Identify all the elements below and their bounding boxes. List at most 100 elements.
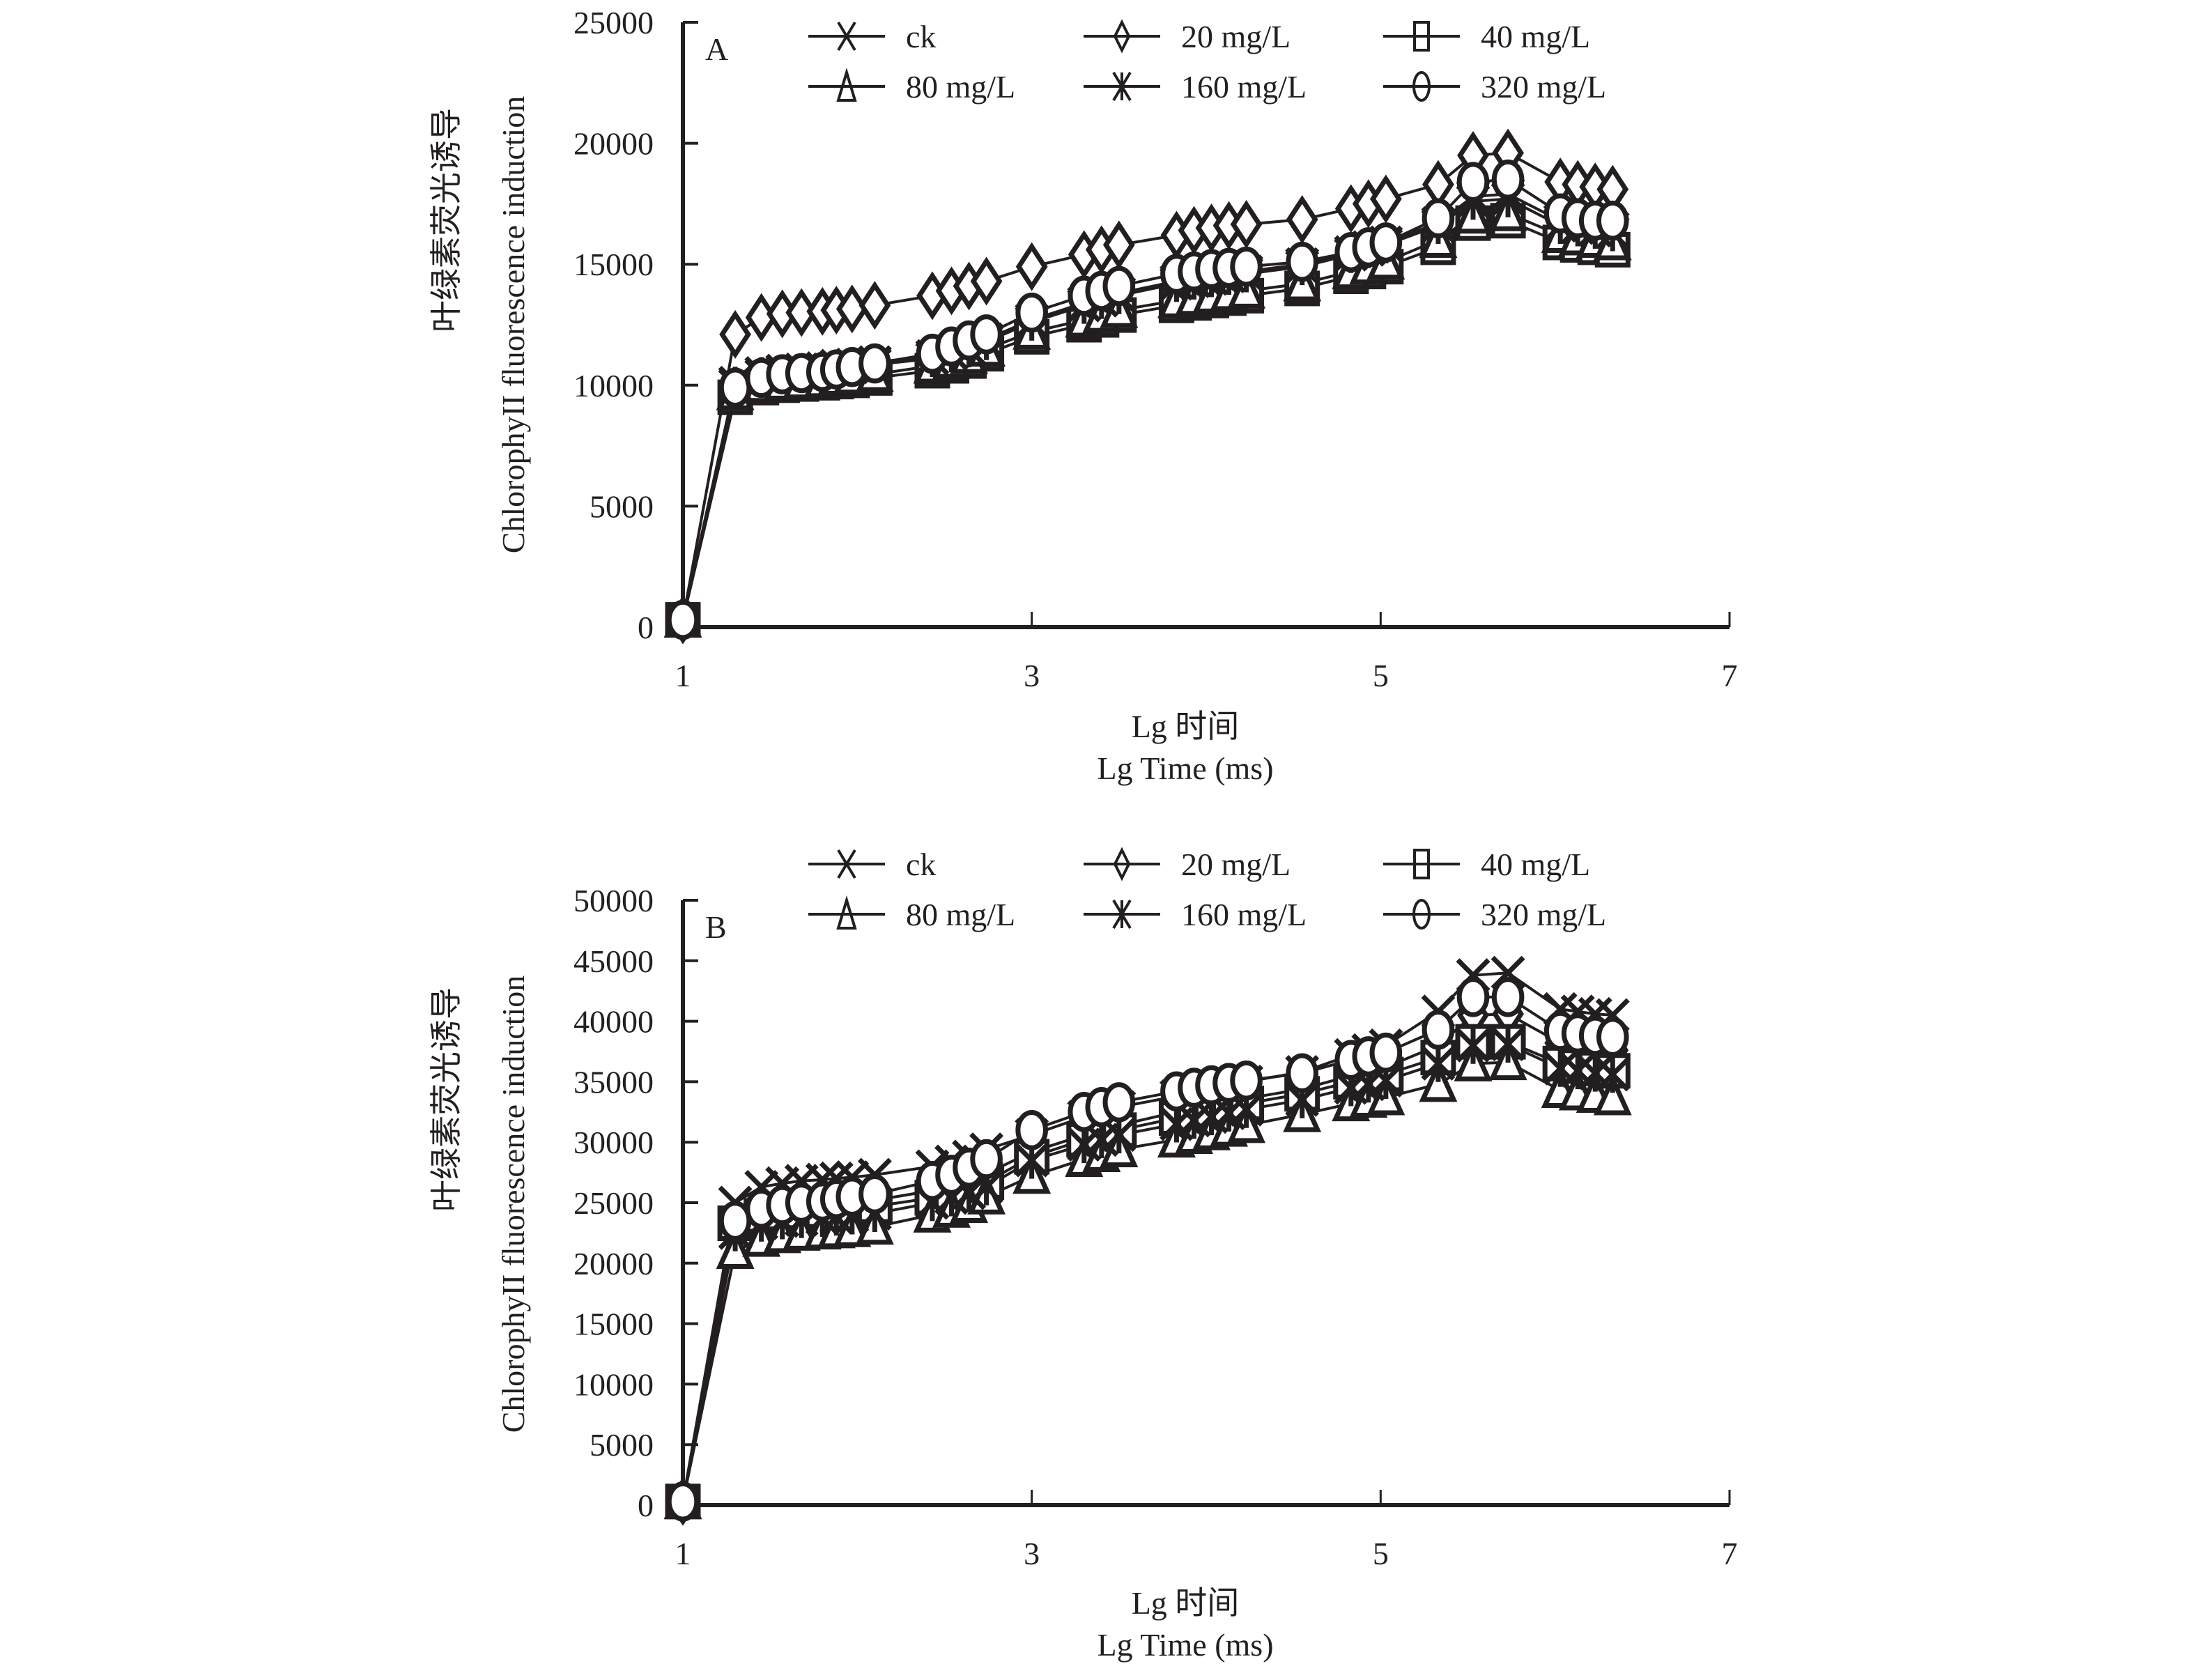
marker-shape bbox=[1491, 977, 1525, 1017]
legend-label: ck bbox=[906, 847, 936, 882]
legend-label: 80 mg/L bbox=[906, 69, 1015, 105]
legend-marker bbox=[1113, 19, 1131, 54]
data-point-circle bbox=[970, 1139, 1003, 1180]
marker-shape bbox=[1596, 1017, 1629, 1057]
legend-label: ck bbox=[906, 19, 936, 54]
data-point-circle bbox=[1456, 162, 1490, 202]
chart-panel-a: 0 5000 10000 15000 20000 25000 1 3 5 7 Lg 时间 Lg Tim… bbox=[429, 5, 1738, 786]
x-axis-title: Lg Time (ms) bbox=[1097, 750, 1273, 786]
marker-shape bbox=[1230, 1060, 1263, 1101]
data-point-circle bbox=[718, 367, 752, 408]
series-markers-triangle bbox=[663, 1038, 1632, 1520]
legend-label: 20 mg/L bbox=[1181, 847, 1291, 882]
marker-shape bbox=[1015, 1110, 1048, 1150]
x-tick-label: 1 bbox=[675, 658, 691, 693]
data-point-circle bbox=[858, 343, 891, 384]
marker-shape bbox=[1286, 1053, 1318, 1094]
panel-label: B bbox=[705, 909, 727, 945]
series-line-asterisk bbox=[681, 1042, 1613, 1502]
panel-label: A bbox=[705, 31, 728, 67]
marker-shape bbox=[1286, 194, 1318, 244]
data-point-circle bbox=[1456, 977, 1490, 1017]
x-axis-title: Lg Time (ms) bbox=[1097, 1627, 1273, 1663]
data-point-circle bbox=[1491, 977, 1525, 1017]
series-markers-x bbox=[665, 177, 1630, 638]
data-point-circle bbox=[1491, 159, 1525, 200]
marker-shape bbox=[1369, 1032, 1403, 1073]
marker-shape bbox=[1286, 241, 1318, 282]
x-axis-title-cn: Lg 时间 bbox=[1132, 1585, 1240, 1621]
data-point-diamond bbox=[1230, 199, 1263, 249]
marker-shape bbox=[1015, 292, 1048, 333]
y-tick-label: 0 bbox=[638, 610, 654, 645]
x-tick-label: 7 bbox=[1722, 658, 1738, 693]
legend-marker bbox=[1412, 71, 1431, 102]
legend-item: 20 mg/L bbox=[1084, 847, 1291, 882]
series-line-x bbox=[681, 192, 1613, 621]
x-axis-title-cn: Lg 时间 bbox=[1132, 709, 1240, 744]
marker-shape bbox=[666, 1481, 700, 1522]
marker-shape bbox=[1230, 246, 1263, 287]
legend-item: ck bbox=[808, 847, 936, 882]
marker-shape bbox=[1369, 222, 1403, 263]
y-tick-label: 45000 bbox=[573, 943, 654, 979]
marker-shape bbox=[970, 256, 1003, 306]
marker-shape bbox=[666, 599, 700, 640]
series-markers-square bbox=[665, 1024, 1631, 1520]
series-markers-circle bbox=[666, 977, 1629, 1522]
legend-marker bbox=[1413, 849, 1430, 879]
legend-label: 80 mg/L bbox=[906, 897, 1015, 932]
data-point-circle bbox=[1102, 1082, 1136, 1123]
series-line-diamond bbox=[681, 1012, 1613, 1502]
legend-marker bbox=[837, 21, 856, 52]
marker-shape bbox=[1456, 977, 1490, 1017]
data-point-circle bbox=[1422, 1009, 1455, 1050]
marker-shape bbox=[1015, 242, 1048, 291]
data-point-asterisk bbox=[1595, 1056, 1630, 1093]
marker-shape bbox=[835, 284, 868, 334]
marker-shape bbox=[1369, 174, 1402, 224]
data-point-diamond bbox=[835, 284, 868, 334]
data-point-triangle bbox=[1419, 1060, 1458, 1102]
x-tick-label: 5 bbox=[1373, 658, 1389, 693]
marker-shape bbox=[1456, 162, 1490, 202]
series-line-square bbox=[681, 1040, 1613, 1502]
data-point-asterisk bbox=[1456, 1026, 1491, 1064]
y-tick-label: 10000 bbox=[573, 368, 654, 403]
data-point-circle bbox=[1015, 292, 1048, 333]
marker-shape bbox=[1102, 220, 1135, 270]
series-line-asterisk bbox=[681, 197, 1613, 621]
data-point-triangle bbox=[1593, 1073, 1632, 1116]
series-markers-square bbox=[665, 203, 1631, 638]
series-markers-circle bbox=[666, 159, 1629, 640]
data-point-circle bbox=[666, 1481, 700, 1522]
marker-shape bbox=[858, 1174, 891, 1215]
data-point-circle bbox=[1369, 1032, 1403, 1073]
series-markers-asterisk bbox=[665, 180, 1630, 638]
legend-label: 20 mg/L bbox=[1181, 19, 1291, 54]
y-tick-label: 20000 bbox=[573, 126, 654, 162]
y-tick-label: 15000 bbox=[573, 247, 654, 282]
x-tick-label: 7 bbox=[1722, 1536, 1738, 1571]
data-point-diamond bbox=[719, 309, 751, 359]
legend-item: ck bbox=[808, 19, 936, 54]
legend-marker bbox=[836, 68, 857, 102]
marker-shape bbox=[1102, 265, 1136, 307]
data-point-circle bbox=[1230, 246, 1263, 287]
series-markers-asterisk bbox=[665, 1026, 1630, 1520]
legend-label: 320 mg/L bbox=[1481, 69, 1606, 105]
data-point-circle bbox=[858, 1174, 891, 1215]
y-tick-label: 30000 bbox=[573, 1125, 654, 1160]
marker-shape bbox=[1422, 198, 1455, 239]
y-axis-title: ChlorophyII fluorescence induction bbox=[495, 96, 531, 554]
series-line-triangle bbox=[681, 212, 1613, 621]
legend-item: 160 mg/L bbox=[1084, 897, 1307, 932]
legend-marker bbox=[836, 895, 857, 930]
data-point-circle bbox=[1596, 1017, 1629, 1057]
data-point-diamond bbox=[1015, 242, 1048, 291]
y-tick-label: 50000 bbox=[573, 883, 654, 918]
marker-shape bbox=[1422, 1009, 1455, 1050]
data-point-circle bbox=[970, 314, 1003, 355]
data-point-asterisk bbox=[1491, 1026, 1525, 1063]
